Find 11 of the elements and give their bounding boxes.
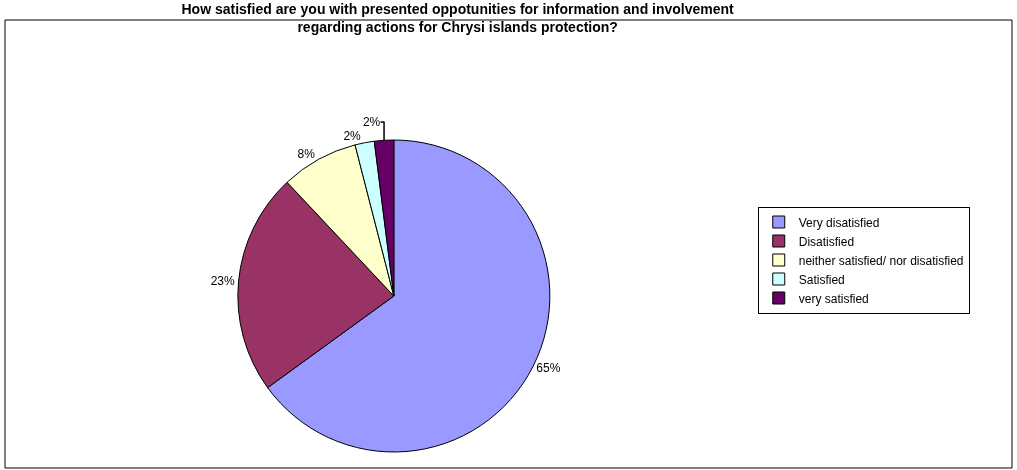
data-label: 65% xyxy=(536,361,561,376)
legend-label: Disatisfied xyxy=(798,234,855,249)
data-label: 2% xyxy=(362,115,381,130)
data-label: 8% xyxy=(297,146,316,161)
legend-label: very satisfied xyxy=(798,291,869,306)
data-label: 23% xyxy=(210,274,236,289)
legend-label: Very disatisfied xyxy=(798,215,880,230)
legend-label: neither satisfied/ nor disatisfied xyxy=(798,253,964,268)
legend-label: Satisfied xyxy=(798,272,845,287)
chart-title: How satisfied are you with presented oppotunities for information and involvement regarding actions for Chrysi islands protection? xyxy=(181,1,735,36)
data-label: 2% xyxy=(343,129,362,144)
